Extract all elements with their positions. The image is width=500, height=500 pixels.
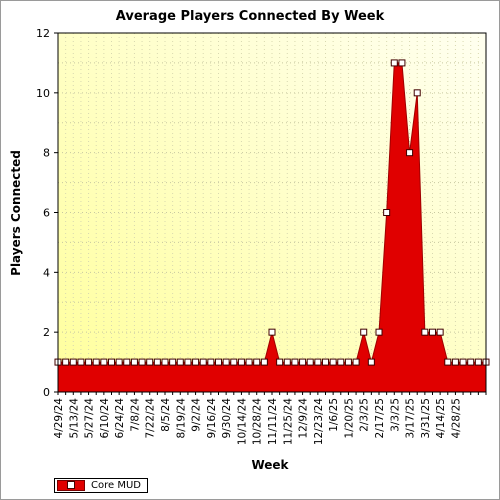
- data-point-marker: [444, 358, 452, 366]
- x-tick-label: 3/17/25: [405, 398, 417, 438]
- x-tick-label: 9/16/24: [206, 398, 218, 439]
- data-point-marker: [123, 358, 131, 366]
- data-point-marker: [306, 358, 314, 366]
- data-point-marker: [337, 358, 345, 366]
- data-point-marker: [199, 358, 207, 366]
- x-tick-label: 4/29/24: [53, 398, 65, 439]
- data-point-marker: [92, 358, 100, 366]
- data-point-marker: [153, 358, 161, 366]
- data-point-marker: [344, 358, 352, 366]
- x-tick-label: 1/20/25: [343, 398, 355, 438]
- data-point-marker: [85, 358, 93, 366]
- y-tick-label: 0: [43, 386, 50, 399]
- legend: Core MUD: [54, 478, 148, 493]
- x-tick-label: 1/6/25: [328, 398, 340, 432]
- x-tick-label: 6/10/24: [99, 398, 111, 439]
- data-point-marker: [184, 358, 192, 366]
- x-tick-label: 5/13/24: [68, 398, 80, 439]
- data-point-marker: [467, 358, 475, 366]
- x-axis-label: Week: [251, 458, 289, 472]
- data-point-marker: [230, 358, 238, 366]
- x-tick-label: 9/30/24: [221, 398, 233, 439]
- data-point-marker: [474, 358, 482, 366]
- data-point-marker: [207, 358, 215, 366]
- data-point-marker: [314, 358, 322, 366]
- x-tick-label: 12/23/24: [313, 398, 325, 445]
- x-tick-label: 10/14/24: [236, 398, 248, 445]
- x-tick-label: 7/22/24: [145, 398, 157, 439]
- y-tick-label: 6: [43, 207, 50, 220]
- x-tick-label: 12/9/24: [298, 398, 310, 439]
- data-point-marker: [459, 358, 467, 366]
- data-point-marker: [367, 358, 375, 366]
- data-point-marker: [237, 358, 245, 366]
- x-tick-label: 2/3/25: [359, 398, 371, 432]
- data-point-marker: [176, 358, 184, 366]
- legend-label: Core MUD: [91, 480, 141, 491]
- data-point-marker: [161, 358, 169, 366]
- x-tick-label: 8/5/24: [160, 398, 172, 432]
- data-point-marker: [398, 59, 406, 67]
- data-point-marker: [100, 358, 108, 366]
- data-point-marker: [390, 59, 398, 67]
- x-tick-label: 2/17/25: [374, 398, 386, 438]
- x-tick-label: 4/14/25: [435, 398, 447, 438]
- data-point-marker: [108, 358, 115, 366]
- data-point-marker: [245, 358, 253, 366]
- x-tick-label: 10/28/24: [252, 398, 264, 445]
- data-point-marker: [268, 328, 276, 336]
- x-tick-label: 8/19/24: [175, 398, 187, 439]
- x-tick-label: 3/31/25: [420, 398, 432, 438]
- x-tick-label: 5/27/24: [84, 398, 96, 439]
- y-tick-label: 12: [36, 27, 50, 40]
- data-point-marker: [360, 328, 368, 336]
- data-point-marker: [169, 358, 177, 366]
- y-tick-label: 2: [43, 326, 50, 339]
- data-point-marker: [69, 358, 77, 366]
- data-point-marker: [413, 89, 421, 97]
- y-tick-label: 4: [43, 266, 50, 279]
- data-point-marker: [436, 328, 444, 336]
- legend-swatch: [57, 480, 85, 491]
- data-point-marker: [291, 358, 299, 366]
- data-point-marker: [222, 358, 230, 366]
- data-point-marker: [329, 358, 337, 366]
- data-point-marker: [406, 149, 414, 157]
- x-tick-label: 11/11/24: [267, 398, 279, 445]
- data-point-marker: [451, 358, 459, 366]
- data-point-marker: [62, 358, 70, 366]
- chart-title: Average Players Connected By Week: [115, 9, 385, 24]
- x-tick-label: 6/24/24: [114, 398, 126, 439]
- data-point-marker: [283, 358, 291, 366]
- x-tick-label: 3/3/25: [389, 398, 401, 432]
- data-point-marker: [130, 358, 138, 366]
- data-point-marker: [115, 358, 123, 366]
- data-point-marker: [260, 358, 268, 366]
- y-tick-label: 10: [36, 87, 50, 100]
- data-point-marker: [322, 358, 329, 366]
- x-tick-label: 11/25/24: [282, 398, 294, 445]
- data-point-marker: [146, 358, 154, 366]
- data-point-marker: [299, 358, 307, 366]
- data-point-marker: [138, 358, 146, 366]
- data-point-marker: [421, 328, 429, 336]
- data-point-marker: [375, 328, 383, 336]
- x-tick-label: 7/8/24: [129, 398, 141, 432]
- x-tick-label: 9/2/24: [191, 398, 203, 432]
- data-point-marker: [215, 358, 222, 366]
- data-point-marker: [192, 358, 200, 366]
- data-point-marker: [429, 328, 436, 336]
- data-point-marker: [352, 358, 360, 366]
- data-point-marker: [253, 358, 261, 366]
- legend-marker: [67, 481, 75, 489]
- x-tick-label: 4/28/25: [450, 398, 462, 438]
- data-point-marker: [276, 358, 284, 366]
- y-tick-label: 8: [43, 147, 50, 160]
- data-point-marker: [383, 209, 391, 216]
- data-point-marker: [77, 358, 85, 366]
